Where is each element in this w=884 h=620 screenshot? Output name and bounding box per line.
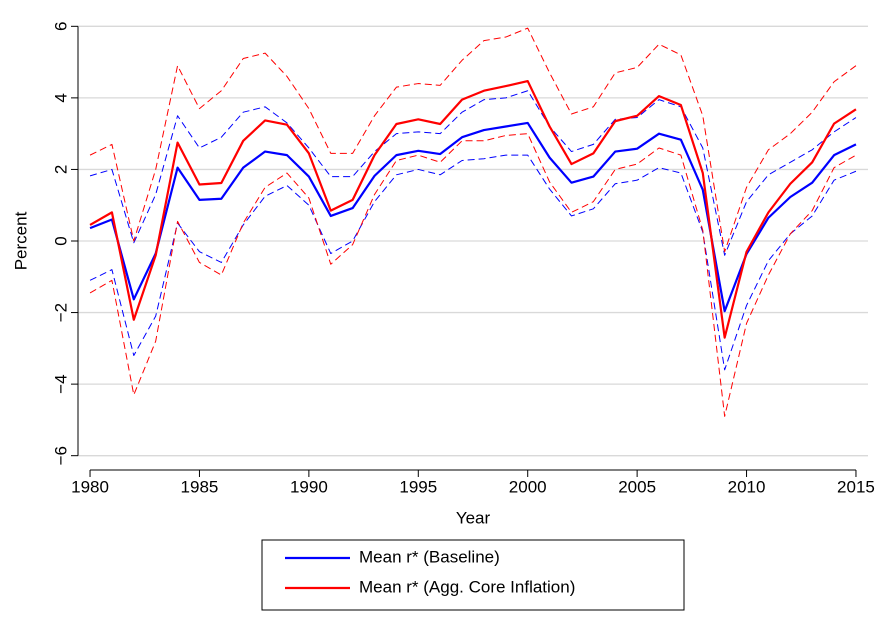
series-line bbox=[89, 79, 857, 339]
y-tick-label: −4 bbox=[51, 374, 70, 393]
y-tick-label: 6 bbox=[51, 22, 70, 31]
y-tick-label: 2 bbox=[51, 165, 70, 174]
legend-label: Mean r* (Baseline) bbox=[359, 547, 500, 566]
x-tick-label: 2010 bbox=[728, 477, 766, 496]
band-line bbox=[89, 133, 857, 417]
series-line bbox=[89, 121, 857, 313]
x-tick-label: 1985 bbox=[181, 477, 219, 496]
y-tick-label: −6 bbox=[51, 446, 70, 465]
y-tick-label: 0 bbox=[51, 236, 70, 245]
y-tick-label: −2 bbox=[51, 303, 70, 322]
band-line bbox=[89, 154, 857, 371]
legend-box bbox=[261, 539, 685, 611]
x-tick-label: 1990 bbox=[290, 477, 328, 496]
x-axis-title: Year bbox=[456, 508, 491, 527]
band-line bbox=[89, 27, 857, 253]
x-tick-label: 1980 bbox=[71, 477, 109, 496]
x-tick-label: 2015 bbox=[837, 477, 875, 496]
legend-label: Mean r* (Agg. Core Inflation) bbox=[359, 577, 575, 596]
band-line bbox=[89, 90, 857, 256]
y-axis-title: Percent bbox=[11, 211, 30, 270]
x-tick-label: 2000 bbox=[509, 477, 547, 496]
x-tick-label: 1995 bbox=[399, 477, 437, 496]
x-tick-label: 2005 bbox=[618, 477, 656, 496]
y-tick-label: 4 bbox=[51, 93, 70, 102]
